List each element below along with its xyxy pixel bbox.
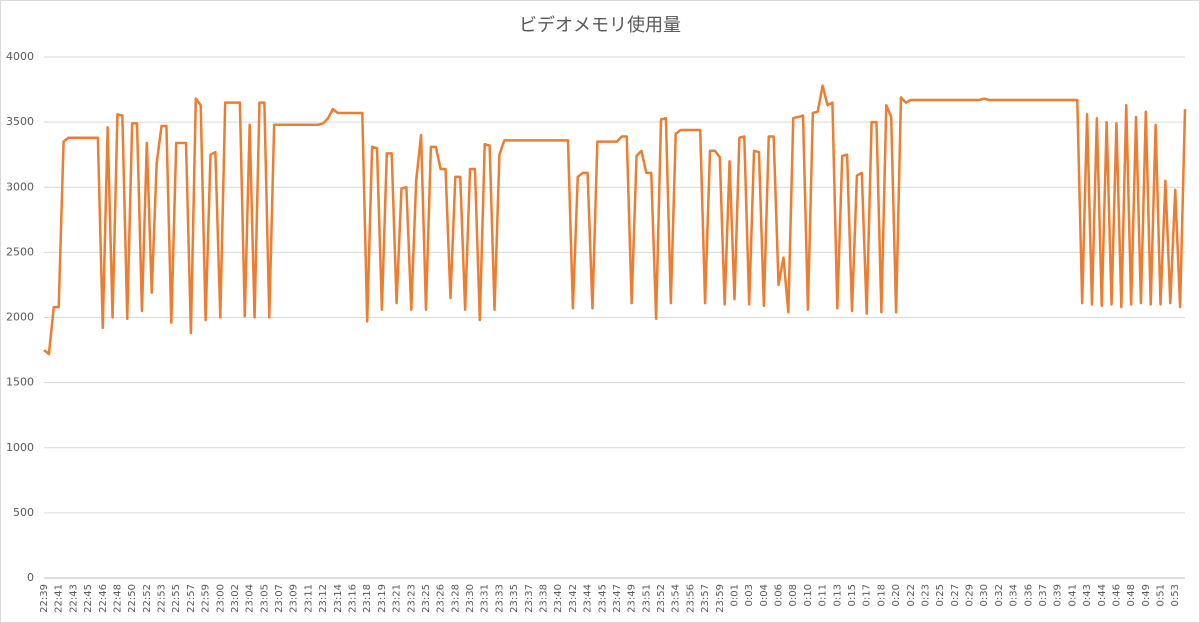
- x-tick-label: 23:38: [538, 584, 549, 613]
- x-tick-label: 22:45: [83, 584, 94, 613]
- x-tick-label: 0:44: [1097, 584, 1108, 606]
- x-tick-label: 22:57: [186, 584, 197, 613]
- x-tick-label: 23:12: [318, 584, 329, 613]
- x-tick-label: 23:40: [553, 584, 564, 613]
- x-tick-label: 0:39: [1053, 584, 1064, 606]
- x-tick-label: 23:54: [671, 584, 682, 613]
- x-tick-label: 23:33: [494, 584, 505, 613]
- x-tick-label: 0:51: [1156, 584, 1167, 606]
- x-tick-label: 23:28: [450, 584, 461, 613]
- x-tick-label: 0:43: [1082, 584, 1093, 606]
- x-tick-label: 22:41: [54, 584, 65, 613]
- y-tick-label: 2000: [6, 311, 34, 324]
- x-tick-label: 0:03: [744, 584, 755, 606]
- x-tick-label: 0:13: [832, 584, 843, 606]
- x-tick-label: 0:34: [1009, 584, 1020, 606]
- x-tick-label: 22:52: [142, 584, 153, 613]
- x-tick-label: 23:25: [421, 584, 432, 613]
- series-line: [43, 84, 1187, 356]
- x-tick-label: 23:09: [289, 584, 300, 613]
- y-tick-label: 2500: [6, 245, 34, 258]
- x-tick-label: 23:59: [715, 584, 726, 613]
- x-tick-label: 0:22: [906, 584, 917, 606]
- x-tick-label: 0:08: [788, 584, 799, 606]
- x-tick-label: 0:10: [803, 584, 814, 606]
- x-tick-label: 23:49: [627, 584, 638, 613]
- x-tick-label: 0:27: [950, 584, 961, 606]
- y-tick-label: 1500: [6, 376, 34, 389]
- x-tick-label: 23:11: [303, 584, 314, 613]
- x-tick-label: 0:25: [935, 584, 946, 606]
- x-tick-label: 0:04: [759, 584, 770, 606]
- x-tick-label: 23:51: [641, 584, 652, 613]
- x-tick-label: 23:56: [685, 584, 696, 613]
- x-tick-label: 0:46: [1111, 584, 1122, 606]
- x-tick-label: 0:29: [965, 584, 976, 606]
- x-tick-label: 22:48: [112, 584, 123, 613]
- x-tick-label: 0:15: [847, 584, 858, 606]
- x-tick-label: 0:49: [1141, 584, 1152, 606]
- x-tick-label: 0:32: [994, 584, 1005, 606]
- x-tick-label: 0:17: [862, 584, 873, 606]
- y-tick-label: 4000: [6, 50, 34, 63]
- x-tick-label: 22:43: [68, 584, 79, 613]
- x-tick-label: 23:37: [524, 584, 535, 613]
- x-tick-label: 23:16: [348, 584, 359, 613]
- x-tick-label: 23:35: [509, 584, 520, 613]
- x-tick-label: 0:23: [920, 584, 931, 606]
- chart-title: ビデオメモリ使用量: [519, 15, 681, 36]
- x-tick-label: 23:02: [230, 584, 241, 613]
- x-tick-label: 0:30: [979, 584, 990, 606]
- x-tick-label: 0:53: [1170, 584, 1181, 606]
- x-tick-label: 23:44: [583, 584, 594, 613]
- x-tick-label: 0:36: [1023, 584, 1034, 606]
- x-tick-label: 0:11: [818, 584, 829, 606]
- y-tick-label: 3500: [6, 115, 34, 128]
- x-tick-label: 23:52: [656, 584, 667, 613]
- x-tick-label: 0:06: [774, 584, 785, 606]
- x-tick-label: 23:19: [377, 584, 388, 613]
- x-tick-label: 23:23: [406, 584, 417, 613]
- x-tick-label: 22:46: [98, 584, 109, 613]
- x-tick-label: 23:26: [436, 584, 447, 613]
- x-tick-label: 23:07: [274, 584, 285, 613]
- x-tick-label: 0:18: [876, 584, 887, 606]
- x-tick-label: 23:05: [259, 584, 270, 613]
- x-tick-label: 23:30: [465, 584, 476, 613]
- x-tick-label: 23:45: [597, 584, 608, 613]
- x-tick-label: 22:53: [157, 584, 168, 613]
- x-tick-label: 22:50: [127, 584, 138, 613]
- x-tick-label: 0:37: [1038, 584, 1049, 606]
- x-tick-label: 0:20: [891, 584, 902, 606]
- y-tick-label: 3000: [6, 180, 34, 193]
- x-tick-label: 23:57: [700, 584, 711, 613]
- y-tick-label: 500: [13, 506, 34, 519]
- x-tick-label: 23:00: [215, 584, 226, 613]
- x-tick-label: 0:01: [729, 584, 740, 606]
- x-tick-label: 23:31: [480, 584, 491, 613]
- x-tick-label: 22:59: [201, 584, 212, 613]
- x-tick-label: 22:55: [171, 584, 182, 613]
- x-tick-label: 23:18: [362, 584, 373, 613]
- x-tick-label: 0:48: [1126, 584, 1137, 606]
- y-tick-label: 1000: [6, 441, 34, 454]
- x-tick-label: 23:21: [392, 584, 403, 613]
- x-tick-label: 23:04: [245, 584, 256, 613]
- x-tick-label: 0:41: [1067, 584, 1078, 606]
- x-tick-label: 22:39: [39, 584, 50, 613]
- x-tick-label: 23:47: [612, 584, 623, 613]
- y-tick-label: 0: [27, 571, 34, 584]
- x-tick-label: 23:42: [568, 584, 579, 613]
- x-tick-label: 23:14: [333, 584, 344, 613]
